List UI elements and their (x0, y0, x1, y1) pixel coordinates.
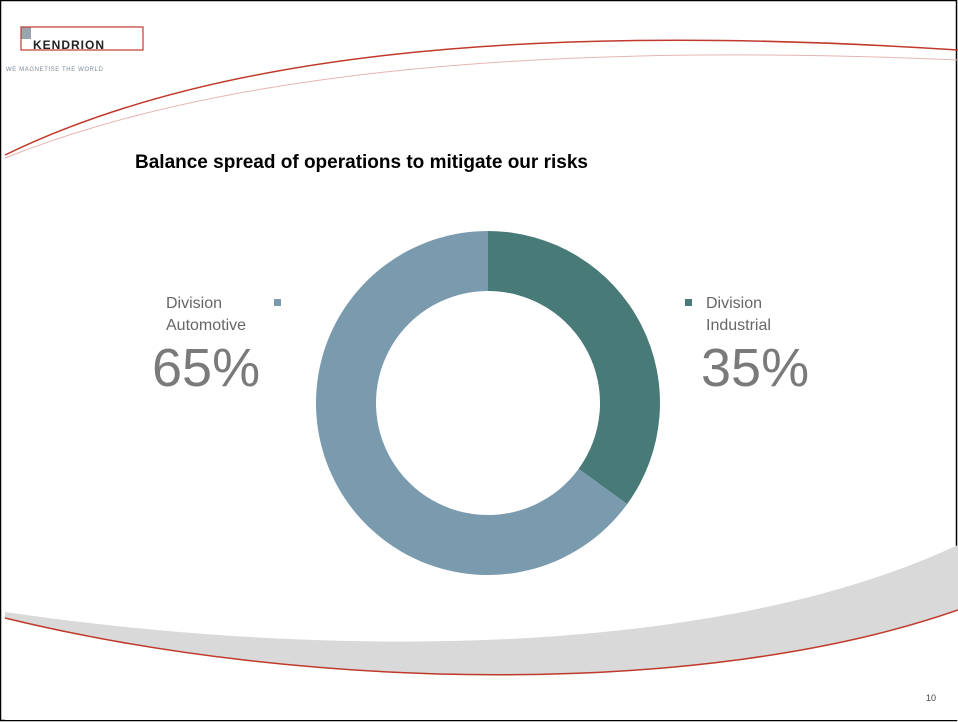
value-label: 35% (701, 338, 810, 398)
page-number: 10 (926, 693, 937, 703)
legend-marker (274, 299, 281, 306)
legend-marker (685, 299, 692, 306)
logo-tagline: WE MAGNETISE THE WORLD (6, 67, 104, 73)
chart-title: Balance spread of operations to mitigate… (135, 152, 588, 173)
bottom-bg (5, 560, 958, 720)
bottom-swoosh (5, 545, 958, 675)
bottom-curve (4, 609, 958, 676)
value-label: 65% (152, 338, 261, 398)
category-label: Division Industrial (706, 295, 771, 334)
logo-mark (21, 27, 31, 39)
logo-name: KENDRION (33, 38, 106, 52)
top-curve (4, 39, 958, 156)
top-curve-shadow (4, 54, 958, 159)
donut-segment (316, 231, 628, 575)
category-label: Division Automotive (166, 295, 247, 334)
logo-frame (20, 26, 144, 51)
donut-segment (488, 231, 660, 505)
